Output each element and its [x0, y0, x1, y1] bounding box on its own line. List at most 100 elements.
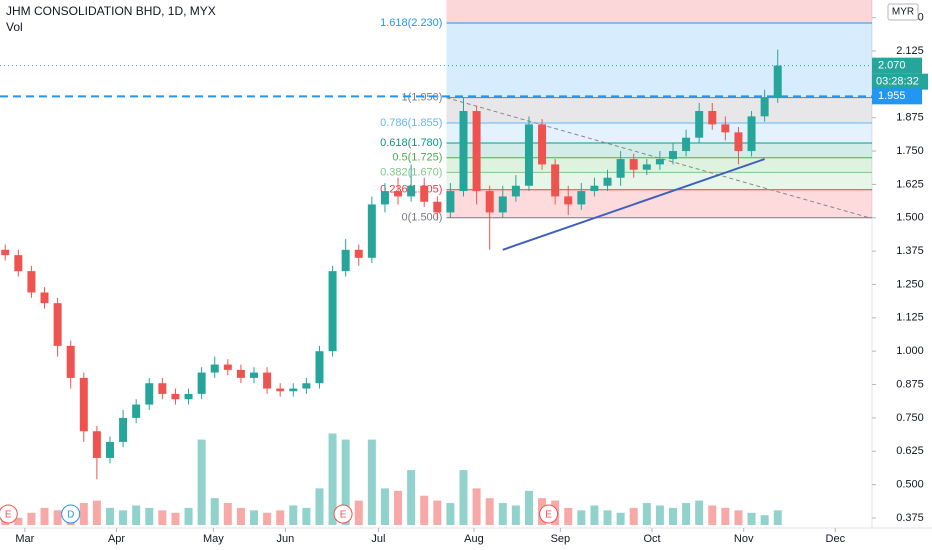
- y-tick-label: 0.875: [896, 378, 924, 390]
- candle-body: [511, 185, 520, 197]
- x-tick-label: Oct: [643, 533, 660, 545]
- volume-bar: [747, 512, 756, 525]
- fib-label: 0(1.500): [401, 212, 442, 224]
- volume-bar: [328, 433, 337, 525]
- volume-bar: [590, 505, 599, 525]
- volume-bar: [616, 512, 625, 525]
- event-label: D: [67, 510, 74, 521]
- candle-body: [564, 196, 573, 205]
- candle-body: [498, 196, 507, 213]
- volume-bar: [197, 439, 206, 525]
- event-label: E: [340, 510, 347, 521]
- volume-bar: [27, 512, 36, 525]
- candle-body: [132, 404, 141, 418]
- fib-band: [446, 123, 872, 144]
- alert-tag: [872, 88, 922, 105]
- x-tick-label: Apr: [108, 533, 125, 545]
- countdown-label: 03:28:32: [876, 76, 919, 88]
- fib-band: [446, 172, 872, 190]
- volume-bar: [394, 490, 403, 525]
- volume-bar: [668, 507, 677, 525]
- volume-bar: [708, 505, 717, 525]
- candle-body: [158, 383, 167, 394]
- last-price-tag: [872, 57, 922, 74]
- candle-body: [367, 204, 376, 258]
- volume-bar: [642, 503, 651, 525]
- candle-body: [40, 292, 49, 304]
- volume-bar: [695, 500, 704, 525]
- fib-band: [446, 189, 872, 218]
- fib-label: 0.786(1.855): [380, 117, 442, 129]
- candle-body: [760, 97, 769, 117]
- candle-body: [394, 191, 403, 197]
- candle-body: [210, 364, 219, 373]
- volume-bar: [760, 515, 769, 525]
- fib-label: 1(1.950): [401, 92, 442, 104]
- volume-bar: [171, 512, 180, 525]
- fib-band: [446, 143, 872, 158]
- candle-body: [721, 124, 730, 133]
- volume-bar: [302, 507, 311, 525]
- last-price-label: 2.070: [878, 60, 906, 72]
- candle-body: [655, 159, 664, 165]
- volume-bar: [459, 470, 468, 525]
- y-tick-label: 1.625: [896, 178, 924, 190]
- volume-bar: [132, 505, 141, 525]
- candle-body: [446, 191, 455, 213]
- candle-body: [236, 369, 245, 378]
- candle-body: [538, 124, 547, 165]
- candle-body: [380, 191, 389, 205]
- candle-body: [433, 201, 442, 213]
- volume-bar: [263, 512, 272, 525]
- volume-bar: [92, 500, 101, 525]
- y-tick-label: 0.375: [896, 512, 924, 524]
- volume-bar: [14, 517, 23, 525]
- volume-bar: [407, 470, 416, 525]
- volume-bar: [119, 510, 128, 525]
- volume-bar: [629, 507, 638, 525]
- volume-bar: [367, 439, 376, 525]
- candle-body: [263, 372, 272, 389]
- volume-bar: [289, 505, 298, 525]
- candle-body: [577, 191, 586, 205]
- volume-bar: [184, 507, 193, 525]
- volume-bar: [210, 498, 219, 525]
- volume-bar: [472, 488, 481, 525]
- candle-body: [590, 185, 599, 192]
- fib-band: [446, 97, 872, 124]
- x-tick-label: May: [203, 533, 224, 545]
- candle-body: [407, 185, 416, 197]
- volume-bar: [433, 500, 442, 525]
- volume-bar: [236, 507, 245, 525]
- candle-body: [524, 124, 533, 186]
- event-label: E: [545, 510, 552, 521]
- volume-bar: [420, 495, 429, 525]
- x-tick-label: Dec: [826, 533, 846, 545]
- candle-body: [603, 177, 612, 186]
- volume-bar: [655, 505, 664, 525]
- candle-body: [315, 351, 324, 384]
- volume-bar: [773, 510, 782, 525]
- candle-body: [223, 364, 232, 370]
- volume-bar: [511, 505, 520, 525]
- event-marker: [61, 504, 81, 524]
- volume-label: Vol: [6, 20, 23, 34]
- candle-body: [276, 388, 285, 392]
- volume-bar: [79, 503, 88, 525]
- volume-bar: [577, 510, 586, 525]
- candle-body: [119, 417, 128, 442]
- candle-body: [14, 255, 23, 272]
- chart-title: JHM CONSOLIDATION BHD, 1D, MYX: [6, 4, 216, 18]
- y-tick-label: 1.500: [896, 212, 924, 224]
- y-tick-label: 1.375: [896, 245, 924, 257]
- candle-body: [197, 372, 206, 394]
- x-tick-label: Jun: [277, 533, 295, 545]
- fib-band: [446, 0, 872, 23]
- x-tick-label: Mar: [15, 533, 34, 545]
- x-tick-label: Jul: [371, 533, 385, 545]
- candle-body: [747, 116, 756, 152]
- event-marker: [333, 504, 353, 524]
- volume-bar: [354, 500, 363, 525]
- x-tick-label: Aug: [464, 533, 484, 545]
- candle-body: [459, 111, 468, 192]
